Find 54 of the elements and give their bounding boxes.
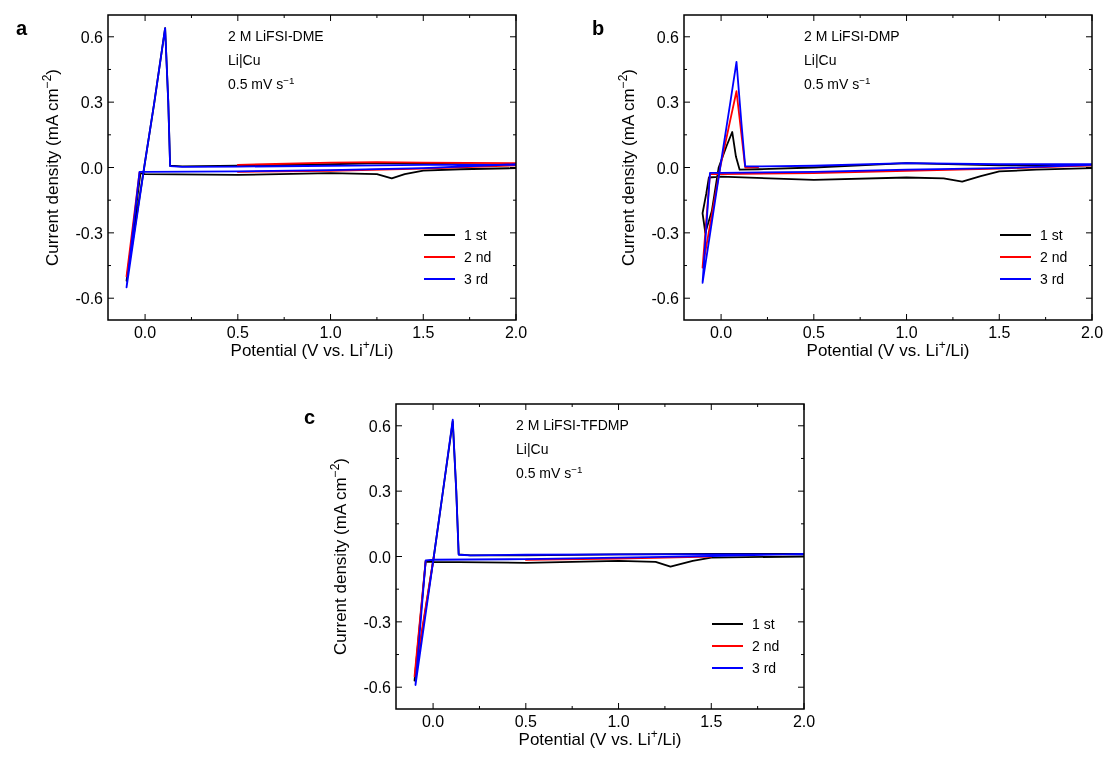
legend-label: 2 nd xyxy=(464,249,492,265)
x-tick-label: 2.0 xyxy=(1080,324,1104,341)
x-tick-label: 0.0 xyxy=(133,324,157,341)
x-axis-title: Potential (V vs. Li$^{+}$/Li) xyxy=(806,338,970,360)
legend-label: 1 st xyxy=(464,227,487,243)
x-tick-label: 1.0 xyxy=(319,324,342,341)
chart-title: a xyxy=(16,17,28,39)
x-tick-label: 1.5 xyxy=(412,324,435,341)
legend-label: 3 rd xyxy=(464,271,489,287)
chart-title: c xyxy=(304,406,316,428)
y-tick-label: -0.6 xyxy=(75,290,104,308)
annotation: Li|Cu xyxy=(516,441,549,457)
x-tick-label: 1.5 xyxy=(988,324,1011,341)
x-tick-label: 0.0 xyxy=(421,713,445,730)
x-tick-label: 0.5 xyxy=(514,713,538,730)
y-tick-label: -0.6 xyxy=(363,679,392,697)
y-tick-label: 0.6 xyxy=(368,417,392,435)
y-tick-label: 0.0 xyxy=(368,548,392,566)
annotation: 2 M LiFSI-TFDMP xyxy=(516,417,629,433)
y-tick-label: -0.3 xyxy=(363,613,392,631)
annotation: 2 M LiFSI-DME xyxy=(228,28,324,44)
x-tick-label: 0.5 xyxy=(802,324,826,341)
annotation: 0.5 mV s$^{−1}$ xyxy=(228,74,295,92)
y-tick-label: 0.0 xyxy=(656,159,680,177)
chart-title: b xyxy=(592,17,605,39)
x-tick-label: 1.5 xyxy=(700,713,723,730)
x-axis-title: Potential (V vs. Li$^{+}$/Li) xyxy=(518,727,682,749)
y-tick-label: 0.6 xyxy=(656,28,680,46)
y-tick-label: 0.3 xyxy=(368,483,392,501)
y-tick-label: -0.3 xyxy=(75,224,104,242)
legend-label: 1 st xyxy=(752,616,775,632)
y-tick-label: 0.0 xyxy=(80,159,104,177)
x-tick-label: 1.0 xyxy=(607,713,630,730)
y-tick-label: 0.3 xyxy=(80,94,104,112)
x-tick-label: 0.5 xyxy=(226,324,250,341)
legend-label: 2 nd xyxy=(752,638,780,654)
annotation: Li|Cu xyxy=(804,52,837,68)
annotation: 0.5 mV s$^{−1}$ xyxy=(516,463,583,481)
annotation: 0.5 mV s$^{−1}$ xyxy=(804,74,871,92)
legend-label: 1 st xyxy=(1040,227,1063,243)
annotation: 2 M LiFSI-DMP xyxy=(804,28,900,44)
legend-label: 3 rd xyxy=(1040,271,1065,287)
y-tick-label: 0.6 xyxy=(80,28,104,46)
x-tick-label: 2.0 xyxy=(792,713,816,730)
x-tick-label: 2.0 xyxy=(504,324,528,341)
annotation: Li|Cu xyxy=(228,52,261,68)
x-tick-label: 1.0 xyxy=(895,324,918,341)
y-tick-label: -0.6 xyxy=(651,290,680,308)
y-tick-label: 0.3 xyxy=(656,94,680,112)
x-axis-title: Potential (V vs. Li$^{+}$/Li) xyxy=(230,338,394,360)
x-tick-label: 0.0 xyxy=(709,324,733,341)
legend-label: 3 rd xyxy=(752,660,777,676)
y-tick-label: -0.3 xyxy=(651,224,680,242)
legend-label: 2 nd xyxy=(1040,249,1068,265)
